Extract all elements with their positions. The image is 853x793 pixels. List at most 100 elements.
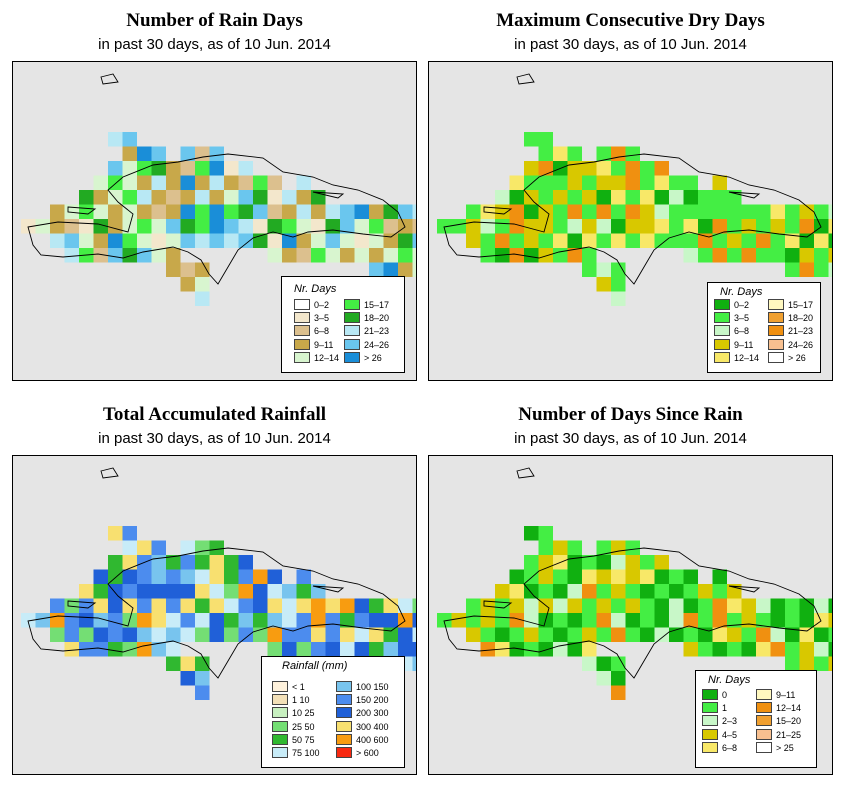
grid-cell: [480, 613, 495, 628]
grid-cell: [582, 190, 597, 205]
grid-cell: [137, 204, 152, 219]
grid-cell: [611, 584, 626, 599]
legend-swatch: [768, 299, 784, 310]
grid-cell: [524, 598, 539, 613]
grid-cell: [180, 584, 195, 599]
grid-cell: [524, 132, 539, 147]
grid-cell: [538, 526, 553, 541]
grid-cell: [596, 555, 611, 570]
grid-cell: [611, 613, 626, 628]
grid-cell: [466, 219, 481, 234]
legend-swatch: [768, 312, 784, 324]
grid-cell: [611, 161, 626, 176]
grid-cell: [296, 204, 311, 219]
grid-cell: [466, 627, 481, 642]
grid-cell: [466, 598, 481, 613]
grid-cell: [582, 233, 597, 248]
grid-cell: [383, 262, 398, 277]
grid-cell: [582, 262, 597, 277]
legend-swatch: [272, 707, 288, 719]
grid-cell: [654, 219, 669, 234]
grid-cell: [354, 642, 369, 657]
grid-cell: [654, 627, 669, 642]
grid-cell: [311, 584, 326, 599]
grid-cell: [180, 175, 195, 190]
grid-cell: [267, 627, 282, 642]
grid-cell: [741, 248, 756, 263]
grid-cell: [756, 598, 771, 613]
grid-cell: [582, 569, 597, 584]
grid-cell: [340, 613, 355, 628]
panel-title: Number of Rain Days: [126, 10, 303, 31]
map-grid: [21, 467, 416, 700]
panel-subtitle: in past 30 days, as of 10 Jun. 2014: [514, 36, 747, 53]
grid-cell: [683, 190, 698, 205]
grid-cell: [596, 277, 611, 292]
legend-swatch: [336, 681, 352, 692]
grid-cell: [166, 642, 181, 657]
grid-cell: [480, 248, 495, 263]
grid-cell: [296, 219, 311, 234]
grid-cell: [495, 233, 510, 248]
grid-cell: [195, 146, 210, 161]
grid-cell: [814, 248, 829, 263]
legend-swatch: [336, 720, 352, 732]
grid-cell: [582, 627, 597, 642]
legend-swatch: [768, 325, 784, 337]
grid-cell: [253, 584, 268, 599]
grid-cell: [93, 627, 108, 642]
grid-cell: [567, 540, 582, 555]
grid-cell: [683, 584, 698, 599]
grid-cell: [224, 175, 239, 190]
map-grid: [437, 467, 832, 700]
grid-cell: [64, 613, 79, 628]
legend-label: 15–20: [776, 716, 802, 727]
grid-cell: [108, 584, 123, 599]
legend-label: 9–11: [776, 690, 796, 700]
legend-label: < 1: [292, 682, 305, 692]
grid-cell: [137, 598, 152, 613]
grid-cell: [640, 555, 655, 570]
grid-cell: [814, 262, 829, 277]
grid-cell: [369, 219, 384, 234]
grid-cell: [756, 642, 771, 657]
grid-cell: [137, 627, 152, 642]
grid-cell: [654, 175, 669, 190]
grid-cell: [524, 627, 539, 642]
legend-swatch: [336, 707, 352, 719]
grid-cell: [582, 161, 597, 176]
grid-cell: [383, 219, 398, 234]
grid-cell: [93, 219, 108, 234]
grid-cell: [166, 204, 181, 219]
grid-cell: [567, 555, 582, 570]
grid-cell: [108, 204, 123, 219]
grid-cell: [567, 204, 582, 219]
grid-cell: [383, 598, 398, 613]
grid-cell: [151, 175, 166, 190]
panel-max-dry-days: Maximum Consecutive Dry Days in past 30 …: [428, 0, 833, 381]
grid-cell: [238, 190, 253, 205]
legend-swatch: [272, 747, 288, 758]
grid-cell: [267, 233, 282, 248]
grid-cell: [712, 613, 727, 628]
grid-cell: [340, 598, 355, 613]
legend-swatch: [702, 702, 718, 714]
grid-cell: [195, 584, 210, 599]
grid-cell: [122, 555, 137, 570]
grid-cell: [582, 598, 597, 613]
legend-swatch: [344, 299, 360, 310]
grid-cell: [596, 219, 611, 234]
legend-label: 150 200: [356, 695, 389, 706]
grid-cell: [180, 204, 195, 219]
grid-cell: [412, 204, 416, 219]
grid-cell: [122, 526, 137, 541]
grid-cell: [741, 219, 756, 234]
grid-cell: [209, 175, 224, 190]
legend-label: 6–8: [722, 742, 738, 753]
grid-cell: [611, 146, 626, 161]
grid-cell: [108, 526, 123, 541]
grid-cell: [354, 613, 369, 628]
grid-cell: [553, 569, 568, 584]
grid-cell: [770, 627, 785, 642]
grid-cell: [122, 584, 137, 599]
